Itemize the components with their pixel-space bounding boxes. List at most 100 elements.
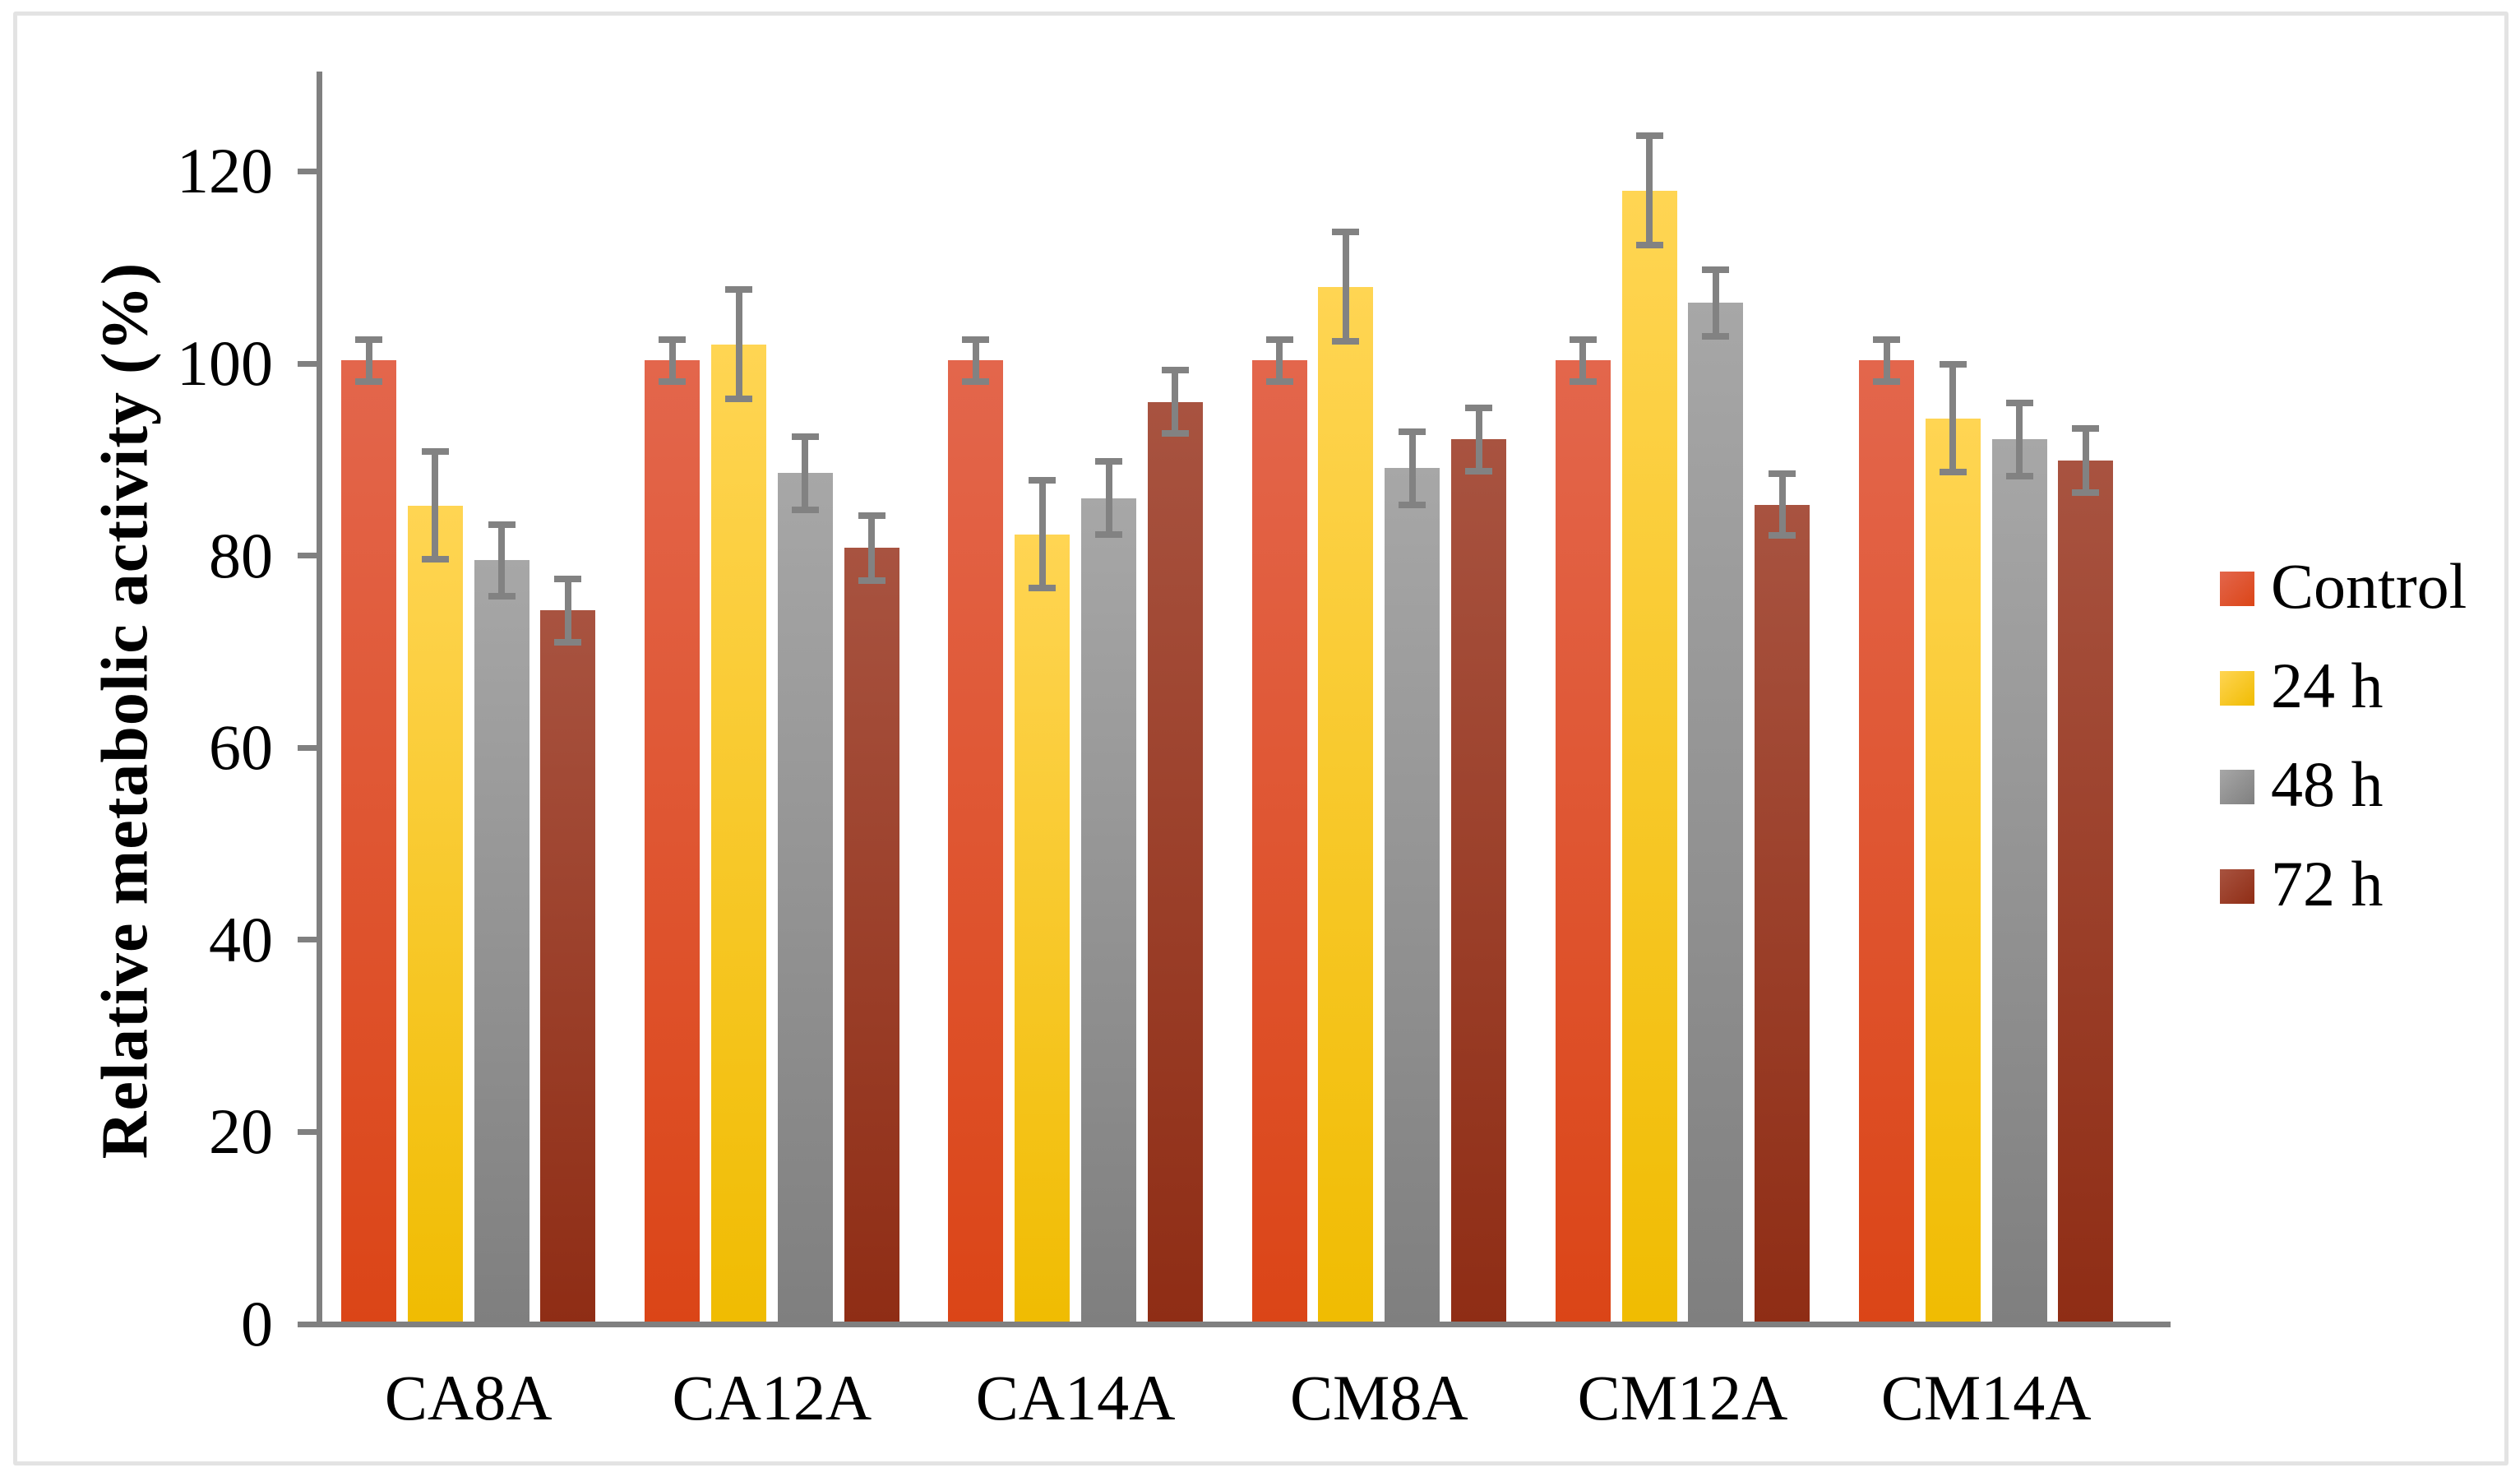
errorbar-upper-cap-cm12a-48-h: [1702, 266, 1730, 273]
errorbar-upper-cap-cm8a-48-h: [1399, 428, 1426, 435]
errorbar-stem-cm14a-24-h: [1949, 364, 1957, 472]
x-axis-line: [298, 1322, 2171, 1327]
x-label-ca12a: CA12A: [672, 1362, 872, 1433]
errorbar-stem-ca8a-control: [365, 339, 372, 382]
errorbar-stem-ca12a-48-h: [802, 436, 809, 510]
legend-key-72-h-icon: [2220, 868, 2254, 904]
y-tick-100: [298, 360, 322, 367]
errorbar-stem-cm14a-72-h: [2082, 428, 2089, 493]
errorbar-stem-ca14a-control: [972, 339, 979, 382]
legend-label-24-h: 24 h: [2271, 649, 2384, 721]
errorbar-stem-ca12a-control: [668, 339, 676, 382]
bar-ca8a-72-h: [540, 610, 596, 1322]
errorbar-upper-cap-ca12a-24-h: [725, 286, 752, 294]
errorbar-upper-cap-cm14a-72-h: [2072, 425, 2100, 433]
bar-ca14a-24-h: [1015, 534, 1070, 1322]
errorbar-stem-ca8a-48-h: [498, 525, 506, 596]
errorbar-upper-cap-cm12a-control: [1569, 336, 1597, 343]
bar-ca14a-72-h: [1147, 401, 1203, 1322]
errorbar-upper-cap-ca14a-72-h: [1161, 367, 1189, 374]
bar-ca8a-24-h: [407, 505, 463, 1322]
errorbar-stem-cm8a-48-h: [1408, 431, 1416, 505]
errorbar-lower-cap-ca8a-24-h: [421, 556, 449, 563]
errorbar-upper-cap-cm14a-control: [1873, 336, 1900, 343]
errorbar-lower-cap-cm14a-48-h: [2005, 472, 2033, 479]
errorbar-lower-cap-cm12a-24-h: [1635, 242, 1663, 249]
bar-cm8a-72-h: [1451, 439, 1506, 1322]
bar-cm14a-24-h: [1925, 418, 1981, 1322]
errorbar-upper-cap-cm14a-48-h: [2005, 399, 2033, 406]
bar-cm12a-24-h: [1621, 190, 1677, 1322]
errorbar-upper-cap-ca14a-control: [962, 336, 990, 343]
errorbar-lower-cap-ca14a-control: [962, 378, 990, 386]
y-tick-60: [298, 744, 322, 751]
errorbar-stem-cm8a-72-h: [1475, 407, 1482, 471]
bar-ca14a-control: [948, 360, 1004, 1322]
y-tick-40: [298, 937, 322, 943]
errorbar-stem-cm12a-control: [1579, 339, 1587, 382]
errorbar-stem-cm8a-24-h: [1342, 231, 1349, 342]
y-tick-20: [298, 1128, 322, 1135]
legend-key-48-h-icon: [2220, 770, 2254, 804]
errorbar-lower-cap-ca8a-control: [355, 378, 382, 386]
bar-ca12a-24-h: [711, 344, 766, 1322]
y-tick-label-60: 60: [209, 711, 273, 784]
errorbar-stem-cm12a-72-h: [1778, 474, 1786, 536]
legend-key-24-h-icon: [2220, 670, 2254, 706]
legend-key-control-icon: [2220, 572, 2254, 606]
y-tick-label-120: 120: [177, 135, 273, 207]
errorbar-stem-cm14a-48-h: [2016, 402, 2023, 476]
y-tick-label-80: 80: [209, 519, 273, 591]
x-label-cm12a: CM12A: [1577, 1362, 1788, 1433]
errorbar-stem-ca14a-48-h: [1105, 461, 1112, 535]
errorbar-lower-cap-ca14a-48-h: [1095, 530, 1122, 538]
legend-label-48-h: 48 h: [2271, 748, 2384, 820]
y-tick-120: [298, 168, 322, 174]
bar-cm12a-control: [1555, 360, 1611, 1322]
errorbar-stem-cm12a-24-h: [1646, 136, 1653, 246]
errorbar-upper-cap-cm8a-control: [1265, 336, 1293, 343]
errorbar-lower-cap-ca8a-48-h: [488, 592, 516, 600]
errorbar-lower-cap-ca8a-72-h: [554, 638, 582, 646]
errorbar-lower-cap-ca12a-72-h: [858, 576, 885, 584]
bar-cm14a-48-h: [1991, 439, 2047, 1322]
errorbar-upper-cap-ca8a-72-h: [554, 575, 582, 582]
errorbar-stem-cm12a-48-h: [1712, 269, 1719, 337]
errorbar-upper-cap-cm8a-24-h: [1332, 228, 1360, 235]
y-axis-line: [317, 72, 322, 1325]
errorbar-lower-cap-ca14a-72-h: [1161, 430, 1189, 438]
errorbar-lower-cap-cm12a-control: [1569, 378, 1597, 386]
errorbar-lower-cap-cm12a-48-h: [1702, 333, 1730, 340]
legend-label-72-h: 72 h: [2271, 847, 2384, 919]
errorbar-lower-cap-cm14a-control: [1873, 378, 1900, 386]
errorbar-lower-cap-cm8a-control: [1265, 378, 1293, 386]
errorbar-stem-ca8a-24-h: [432, 451, 439, 560]
errorbar-lower-cap-cm14a-72-h: [2072, 488, 2100, 496]
x-label-cm8a: CM8A: [1289, 1362, 1468, 1433]
errorbar-stem-ca14a-24-h: [1038, 480, 1046, 589]
errorbar-upper-cap-ca12a-48-h: [791, 433, 819, 440]
errorbar-stem-ca14a-72-h: [1172, 370, 1179, 434]
x-label-cm14a: CM14A: [1880, 1362, 2092, 1433]
errorbar-lower-cap-ca12a-48-h: [791, 506, 819, 513]
bar-ca14a-48-h: [1081, 498, 1136, 1322]
errorbar-upper-cap-cm14a-24-h: [1939, 361, 1967, 368]
legend-label-control: Control: [2271, 549, 2467, 622]
bar-cm8a-24-h: [1318, 286, 1374, 1322]
errorbar-stem-cm14a-control: [1883, 339, 1890, 382]
errorbar-lower-cap-ca12a-24-h: [725, 396, 752, 403]
bar-cm12a-72-h: [1755, 504, 1810, 1322]
bar-ca12a-48-h: [777, 473, 833, 1322]
y-tick-label-40: 40: [209, 903, 273, 975]
errorbar-stem-ca12a-24-h: [735, 289, 742, 400]
errorbar-upper-cap-ca8a-48-h: [488, 521, 516, 529]
errorbar-upper-cap-ca8a-24-h: [421, 448, 449, 456]
errorbar-upper-cap-ca12a-72-h: [858, 512, 885, 519]
errorbar-lower-cap-cm8a-24-h: [1332, 338, 1360, 345]
errorbar-lower-cap-ca14a-24-h: [1029, 585, 1057, 592]
y-tick-label-0: 0: [241, 1288, 273, 1359]
y-tick-label-100: 100: [177, 327, 273, 399]
y-tick-label-20: 20: [209, 1095, 273, 1168]
errorbar-lower-cap-ca12a-control: [659, 378, 687, 386]
